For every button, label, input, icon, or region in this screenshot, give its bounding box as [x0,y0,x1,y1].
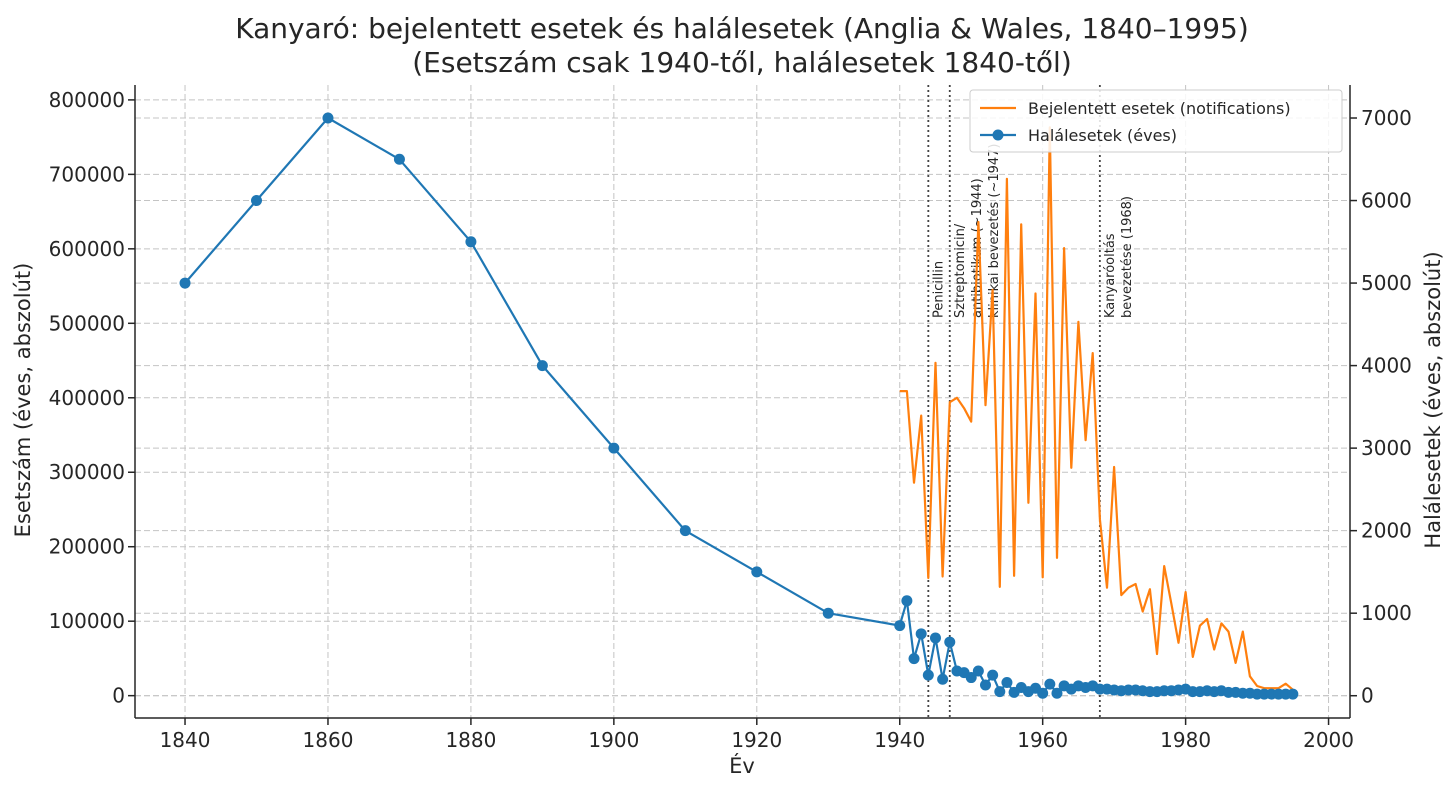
deaths-point [1044,678,1056,690]
annotation-label-line: Penicillin [931,261,946,318]
annotation-label-line: bevezetése (1968) [1120,196,1135,318]
chart-subtitle: (Esetszám csak 1940-től, halálesetek 184… [412,46,1072,79]
deaths-point [929,632,941,644]
chart-title: Kanyaró: bejelentett esetek és haláleset… [235,12,1249,45]
x-tick-label: 2000 [1303,728,1354,752]
deaths-point [994,686,1006,698]
series-layer [179,112,1299,700]
deaths-point [536,360,548,372]
y-left-tick-label: 500000 [49,311,125,335]
deaths-point [965,672,977,684]
deaths-point [179,277,191,289]
deaths-point [1051,687,1063,699]
y-right-tick-label: 6000 [1361,189,1412,213]
deaths-point [822,607,834,619]
deaths-point [393,153,405,165]
deaths-point [915,628,927,640]
deaths-point [937,673,949,685]
deaths-point [922,669,934,681]
legend: Bejelentett esetek (notifications) Halále… [969,89,1343,153]
legend-frame [969,89,1343,153]
deaths-point [901,595,913,607]
y-right-tick-label: 0 [1361,684,1374,708]
annotation-label: Kanyaróoltás bevezetése (1968) [1103,196,1135,318]
y-right-tick-label: 5000 [1361,271,1412,295]
x-tick-label: 1840 [160,728,211,752]
legend-label: Halálesetek (éves) [1028,126,1177,145]
deaths-point [987,669,999,681]
x-tick-label: 1980 [1160,728,1211,752]
y-left-tick-label: 700000 [49,162,125,186]
x-tick-label: 1960 [1017,728,1068,752]
y-left-tick-label: 300000 [49,460,125,484]
y-left-tick-label: 800000 [49,88,125,112]
y-axis-label-left: Esetszám (éves, abszolút) [11,263,35,538]
annotation-label-line: klinikai bevezetés (~1947) [987,144,1002,319]
y-left-tick-label: 400000 [49,386,125,410]
y-axis-label-right: Halálesetek (éves, abszolút) [1421,251,1445,548]
deaths-point [980,679,991,691]
cases-line [899,126,1294,691]
y-left-tick-label: 100000 [49,609,125,633]
x-tick-label: 1940 [874,728,925,752]
x-tick-label: 1900 [588,728,639,752]
grid [135,85,1350,718]
deaths-point [1001,677,1013,689]
y-right-tick-label: 3000 [1361,436,1412,460]
y-right-tick-label: 1000 [1361,601,1412,625]
y-right-tick-label: 2000 [1361,519,1412,543]
y-left-tick-label: 200000 [49,535,125,559]
deaths-point [1287,688,1299,700]
annotation-label: Sztreptomicin/antibiotikum (~1944) klinik… [953,144,1002,319]
deaths-point [944,636,956,648]
deaths-point [894,620,906,632]
x-tick-label: 1920 [731,728,782,752]
annotation-label: Penicillin [931,261,946,318]
annotation-layer: Penicillin Sztreptomicin/antibiotikum (~1… [927,85,1135,718]
legend-marker [992,129,1004,141]
y-left-tick-label: 600000 [49,237,125,261]
y-left-tick-label: 0 [112,684,125,708]
deaths-point [751,566,763,578]
legend-label: Bejelentett esetek (notifications) [1028,99,1291,118]
axes: 1840 1860 1880 1900 1920 1940 1960 1980 2000 0 100… [49,85,1412,752]
deaths-point [908,653,920,665]
deaths-point [465,236,477,248]
y-right-tick-label: 4000 [1361,354,1412,378]
annotation-label-line: Kanyaróoltás [1103,233,1118,318]
deaths-point [608,442,620,454]
x-tick-label: 1880 [445,728,496,752]
deaths-point [251,195,262,207]
x-axis-label: Év [729,753,755,778]
deaths-point [972,665,984,677]
deaths-point [1037,687,1049,699]
deaths-point [322,112,334,124]
annotation-label-line: Sztreptomicin/ [953,223,968,318]
deaths-point [679,525,691,537]
y-right-tick-label: 7000 [1361,106,1412,130]
x-tick-label: 1860 [303,728,354,752]
